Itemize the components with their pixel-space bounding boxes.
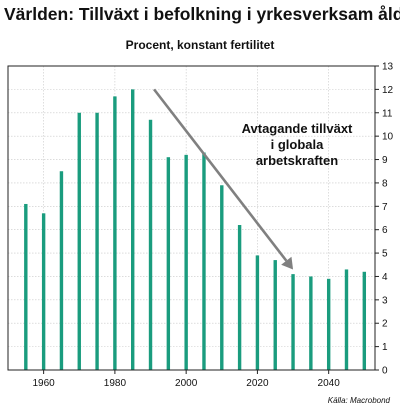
bar bbox=[255, 255, 260, 370]
annotation-line: Avtagande tillväxt bbox=[242, 121, 353, 136]
bar bbox=[362, 271, 367, 370]
y-tick-label: 8 bbox=[382, 178, 388, 189]
bar bbox=[326, 278, 331, 370]
y-tick-label: 9 bbox=[382, 155, 388, 166]
y-tick-label: 6 bbox=[382, 225, 388, 236]
y-tick-label: 5 bbox=[382, 249, 388, 260]
bar bbox=[220, 185, 224, 370]
x-tick-label: 2040 bbox=[318, 378, 341, 389]
y-tick-label: 12 bbox=[382, 85, 394, 96]
x-tick-label: 2020 bbox=[246, 378, 269, 389]
y-tick-label: 11 bbox=[382, 108, 393, 119]
annotation-line: i globala bbox=[271, 137, 325, 152]
bar bbox=[131, 89, 135, 370]
trend-arrow-head bbox=[281, 256, 294, 270]
bar bbox=[113, 96, 117, 371]
bar bbox=[166, 157, 171, 370]
chart-subtitle: Procent, konstant fertilitet bbox=[125, 38, 275, 52]
source-note: Källa: Macrobond bbox=[327, 396, 390, 405]
x-tick-label: 2000 bbox=[175, 378, 198, 389]
y-tick-label: 10 bbox=[382, 132, 394, 143]
y-tick-label: 2 bbox=[382, 319, 388, 330]
annotation-line: arbetskraften bbox=[256, 153, 338, 168]
trend-arrow bbox=[153, 88, 294, 270]
x-tick-label: 1980 bbox=[104, 378, 127, 389]
trend-arrow-shaft bbox=[153, 88, 288, 262]
bar bbox=[77, 112, 81, 371]
bar bbox=[41, 213, 46, 370]
y-tick-label: 0 bbox=[382, 366, 388, 377]
bar bbox=[202, 152, 206, 370]
plot-frame bbox=[7, 65, 376, 371]
bar bbox=[344, 269, 349, 370]
y-tick-label: 13 bbox=[382, 62, 394, 73]
y-tick-label: 7 bbox=[382, 202, 388, 213]
bar bbox=[148, 119, 153, 371]
bar bbox=[184, 154, 188, 370]
bar bbox=[291, 274, 295, 370]
bar bbox=[24, 203, 28, 370]
chart-title: Världen: Tillväxt i befolkning i yrkesve… bbox=[4, 4, 400, 24]
y-tick-label: 4 bbox=[382, 272, 388, 283]
bar bbox=[273, 260, 277, 370]
x-tick-label: 1960 bbox=[33, 378, 56, 389]
x-axis-ticks: 1960 1980 2000 2020 2040 bbox=[33, 370, 341, 389]
bars bbox=[24, 89, 367, 371]
bar bbox=[309, 276, 313, 370]
y-tick-label: 3 bbox=[382, 295, 388, 306]
bar bbox=[59, 171, 64, 370]
bar bbox=[95, 112, 99, 371]
y-tick-label: 1 bbox=[382, 342, 388, 353]
bar bbox=[237, 225, 242, 370]
